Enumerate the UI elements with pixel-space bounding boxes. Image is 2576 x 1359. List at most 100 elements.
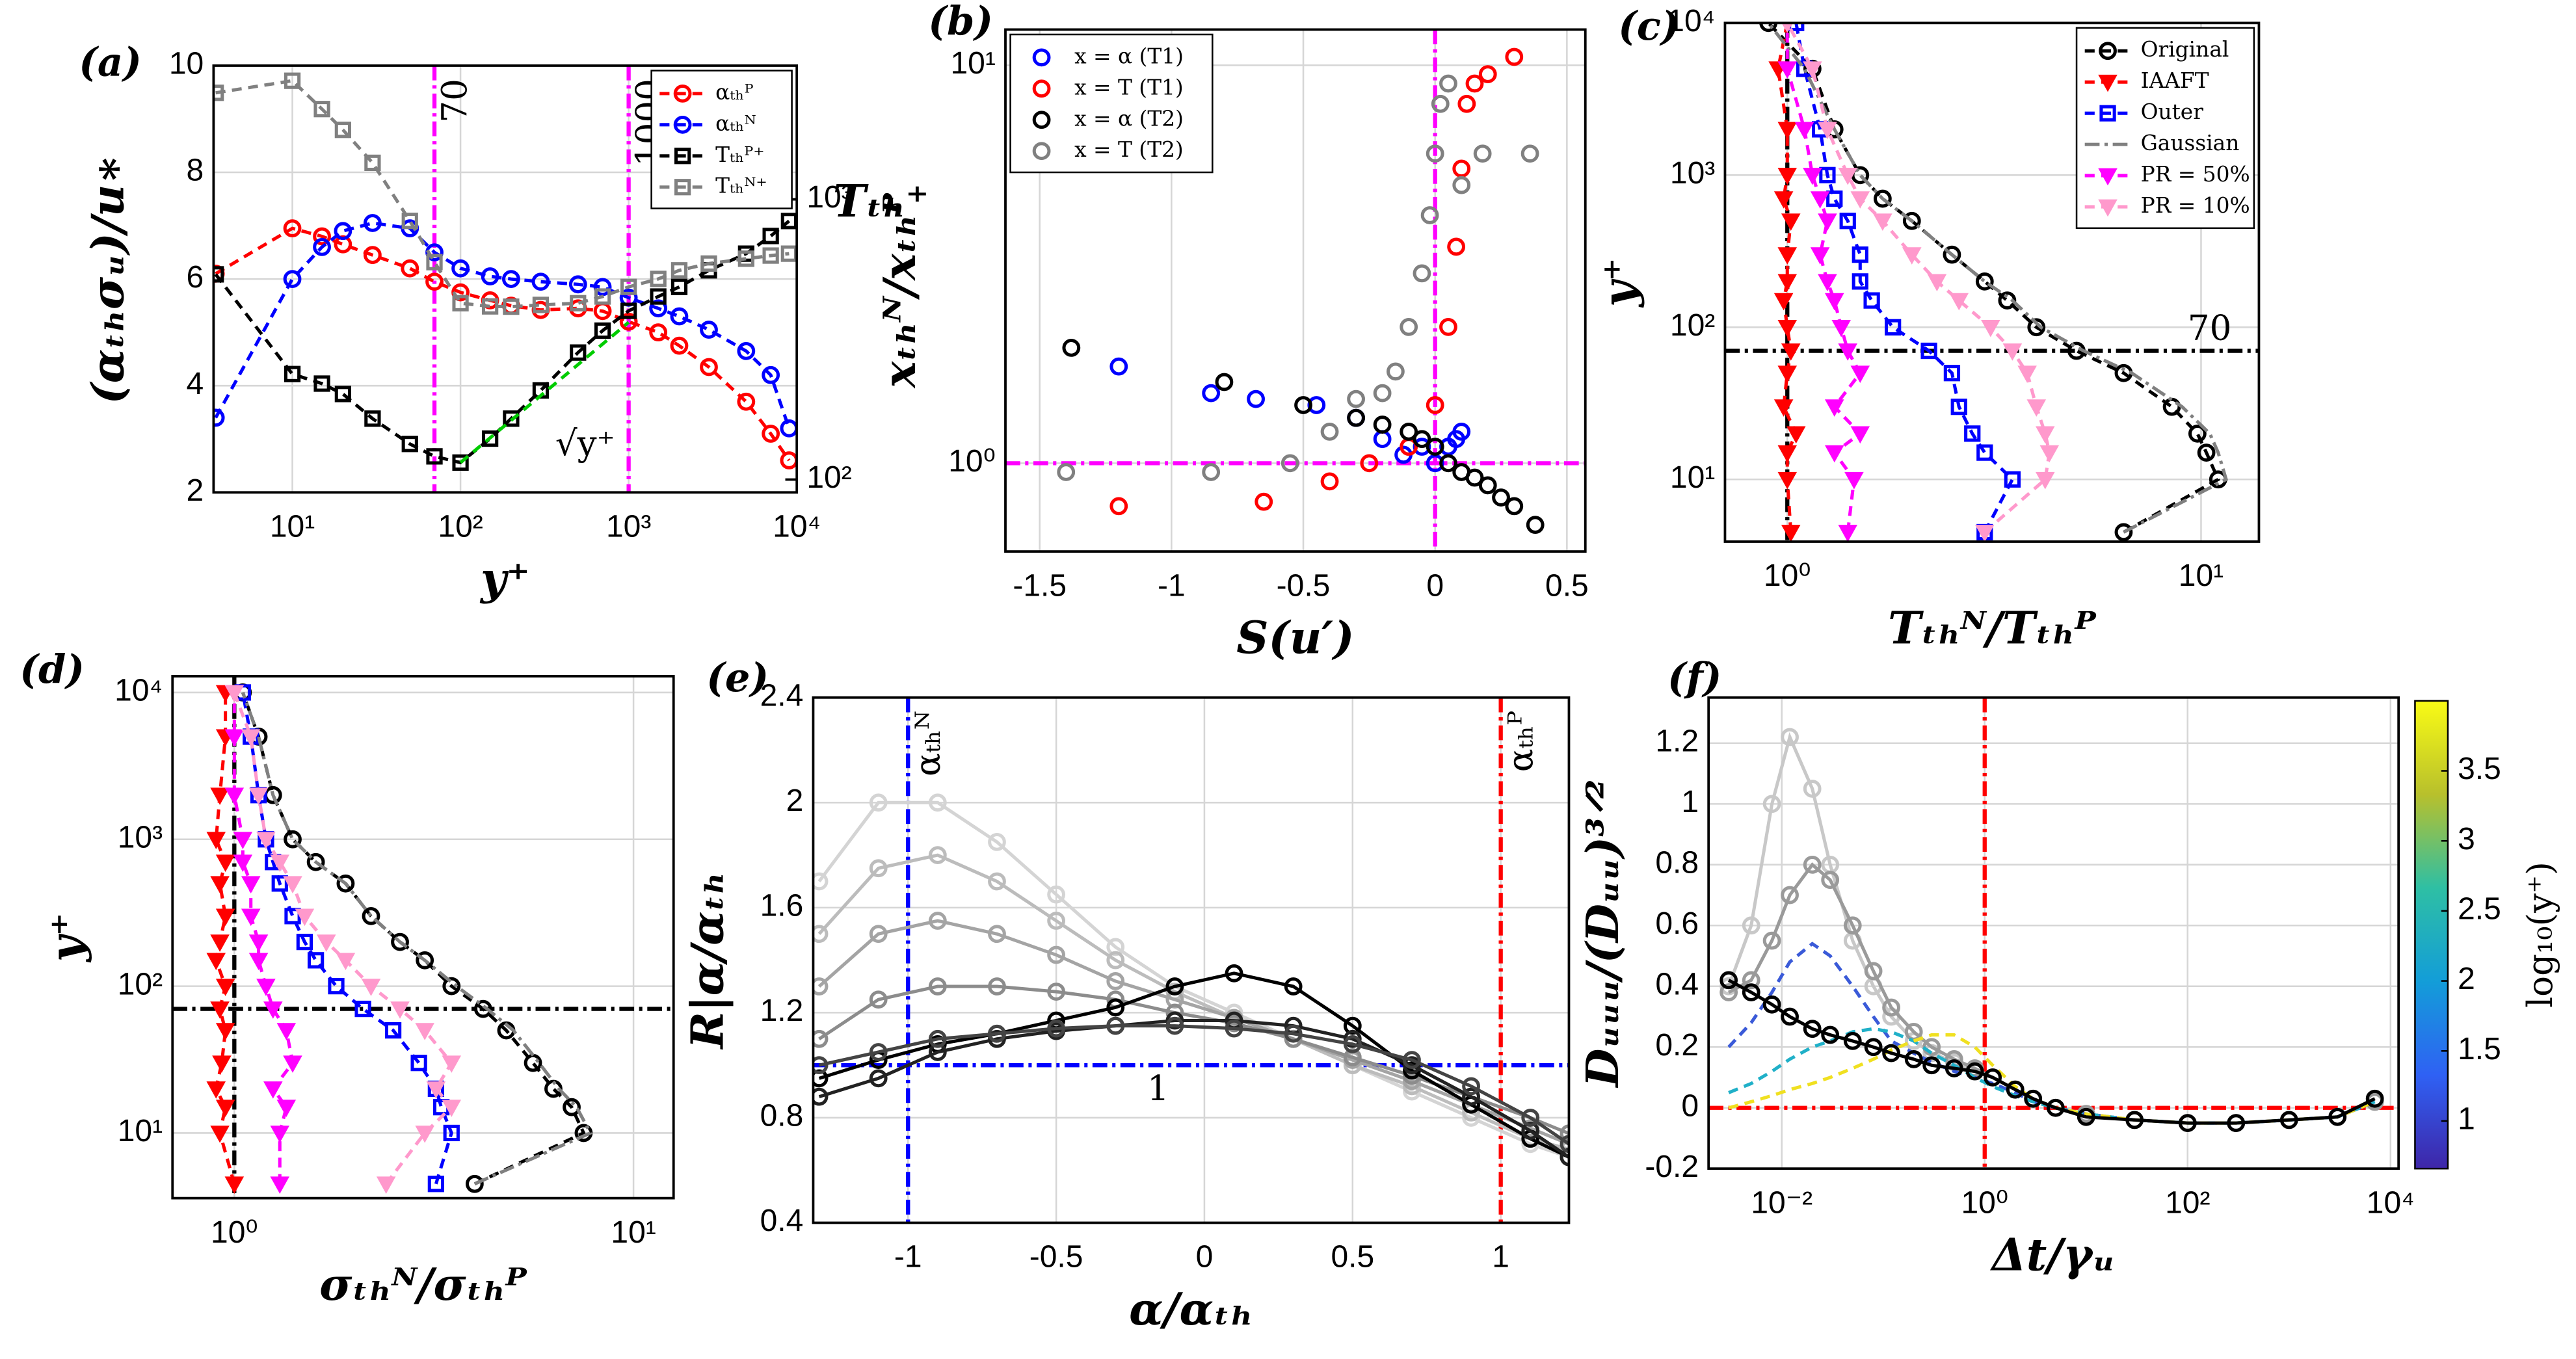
- marker: [1844, 471, 1864, 490]
- marker: [988, 925, 1006, 943]
- y-tick-label: 1.2: [760, 994, 804, 1028]
- x-tick-label: 10²: [438, 509, 483, 544]
- marker: [2077, 1107, 2095, 1126]
- marker: [1032, 48, 1051, 67]
- series-line: [214, 221, 791, 429]
- y-tick-label: 10⁰: [948, 444, 996, 479]
- marker: [213, 408, 225, 427]
- marker: [869, 925, 888, 943]
- marker: [283, 270, 302, 288]
- marker: [206, 953, 226, 971]
- marker: [361, 979, 381, 996]
- x-axis-label: α/αₜₕ: [1129, 1284, 1253, 1336]
- marker: [563, 1098, 581, 1116]
- marker: [215, 854, 235, 872]
- marker: [1803, 167, 1822, 185]
- marker: [1882, 1044, 1900, 1062]
- axes-frame: [1707, 696, 2400, 1170]
- y-tick-label: 10: [169, 47, 204, 81]
- plot-area: [1708, 697, 2399, 1169]
- marker: [1431, 94, 1450, 113]
- marker: [364, 410, 381, 427]
- marker: [391, 932, 409, 951]
- marker: [2099, 42, 2117, 60]
- marker: [813, 1087, 829, 1106]
- marker: [1843, 916, 1862, 935]
- data-layer: [1725, 23, 2259, 542]
- marker: [762, 365, 780, 384]
- marker: [1885, 319, 1902, 336]
- marker: [1803, 1020, 1822, 1038]
- marker: [594, 288, 611, 305]
- marker: [532, 297, 550, 313]
- series-line: [1794, 23, 2015, 533]
- x-tick-label: 0.5: [1545, 568, 1589, 603]
- marker: [1927, 274, 1947, 292]
- x-tick-label: 10⁻²: [1751, 1185, 1812, 1220]
- y-tick-label: 10⁴: [114, 674, 163, 708]
- marker: [1413, 264, 1431, 283]
- y-tick-label: 10¹: [118, 1114, 163, 1148]
- axes-frame: [812, 696, 1571, 1224]
- marker: [1945, 1059, 1963, 1077]
- marker: [401, 259, 419, 278]
- marker: [1452, 159, 1471, 178]
- y-tick-label: 6: [187, 260, 204, 295]
- x-tick-label: -1: [1158, 568, 1186, 603]
- marker: [215, 908, 235, 927]
- marker: [241, 729, 261, 747]
- marker: [1400, 423, 1418, 441]
- marker: [928, 793, 947, 812]
- marker: [1202, 384, 1221, 402]
- marker: [1831, 319, 1851, 337]
- marker: [452, 454, 469, 471]
- marker: [401, 436, 418, 453]
- marker: [1786, 426, 1806, 444]
- x-tick-label: 10⁴: [773, 509, 821, 544]
- marker: [481, 267, 499, 285]
- y-axis-label: y⁺: [41, 913, 93, 964]
- marker: [1247, 389, 1265, 408]
- panel-label: (e): [706, 655, 769, 701]
- marker: [206, 832, 226, 849]
- marker: [328, 977, 345, 995]
- marker: [390, 1001, 410, 1019]
- marker: [1777, 274, 1798, 292]
- marker: [313, 375, 330, 392]
- marker: [224, 729, 245, 747]
- x-tick-label: -1: [894, 1240, 922, 1274]
- marker: [671, 262, 688, 279]
- marker: [1047, 912, 1066, 930]
- y2-tick-label: 10²: [806, 460, 851, 495]
- marker: [1439, 74, 1457, 93]
- legend-label: x = T (T2): [1074, 137, 1184, 162]
- marker: [671, 278, 688, 295]
- marker: [593, 278, 612, 297]
- colorbar-label: log₁₀(y⁺): [2520, 862, 2560, 1008]
- marker: [1439, 454, 1457, 473]
- y-axis-label: y⁺: [1593, 257, 1645, 308]
- marker: [1473, 144, 1492, 163]
- marker: [1215, 373, 1234, 391]
- marker: [241, 908, 261, 927]
- marker: [442, 1100, 462, 1117]
- marker: [1505, 47, 1524, 66]
- marker: [473, 999, 492, 1018]
- y-axis-label: R|α/αₜₕ: [682, 872, 734, 1050]
- marker: [700, 255, 717, 272]
- marker: [737, 392, 756, 411]
- marker: [2027, 318, 2046, 337]
- marker: [762, 425, 780, 443]
- legend-label: Gaussian: [2141, 131, 2240, 155]
- marker: [1403, 1056, 1421, 1075]
- marker: [442, 1055, 462, 1073]
- marker: [2188, 424, 2207, 443]
- marker: [1465, 74, 1484, 93]
- axes-frame: [1723, 21, 2261, 543]
- colorbar-tick-label: 3: [2458, 822, 2475, 856]
- marker: [1457, 94, 1476, 113]
- marker: [215, 1023, 235, 1040]
- marker: [531, 272, 550, 291]
- series-line: [1728, 1033, 2376, 1125]
